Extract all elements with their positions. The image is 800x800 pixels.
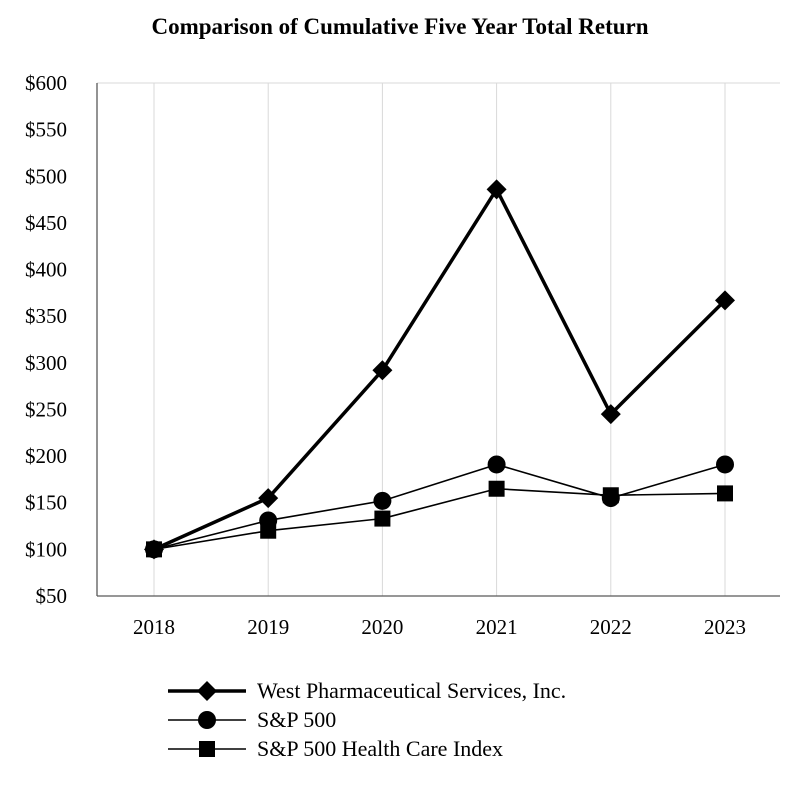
- data-point-diamond: [600, 404, 621, 425]
- series-line: [153, 187, 727, 551]
- y-tick-label: $250: [25, 397, 67, 421]
- x-tick-label: 2023: [704, 615, 746, 639]
- x-tick-label: 2022: [590, 615, 632, 639]
- data-point-circle: [716, 455, 734, 474]
- legend-marker-circle: [198, 711, 216, 729]
- y-tick-label: $150: [25, 491, 67, 515]
- series-0: [144, 179, 735, 560]
- data-point-square: [602, 487, 619, 504]
- series-2: [146, 480, 733, 558]
- series-line: [153, 463, 726, 551]
- y-tick-label: $50: [36, 584, 68, 608]
- legend-item-0: West Pharmaceutical Services, Inc.: [168, 678, 566, 703]
- series-line: [153, 487, 726, 551]
- legend-label: West Pharmaceutical Services, Inc.: [257, 678, 566, 703]
- data-point-diamond: [144, 539, 164, 560]
- legend-marker-square: [199, 741, 215, 757]
- legend-item-1: S&P 500: [168, 707, 336, 732]
- y-tick-label: $300: [25, 351, 67, 375]
- y-tick-label: $600: [25, 71, 67, 95]
- y-tick-label: $350: [25, 304, 67, 328]
- data-point-circle: [373, 491, 392, 510]
- data-point-diamond: [258, 488, 279, 509]
- x-tick-label: 2020: [361, 615, 403, 639]
- legend-label: S&P 500: [257, 707, 336, 732]
- y-tick-label: $400: [25, 258, 67, 282]
- x-tick-label: 2021: [476, 615, 518, 639]
- data-point-circle: [487, 455, 506, 474]
- x-tick-label: 2018: [133, 615, 175, 639]
- x-tick-label: 2019: [247, 615, 289, 639]
- legend-label: S&P 500 Health Care Index: [257, 736, 503, 761]
- y-tick-label: $200: [25, 444, 67, 468]
- y-tick-label: $450: [25, 211, 67, 235]
- y-tick-label: $500: [25, 164, 67, 188]
- y-tick-label: $100: [25, 537, 67, 561]
- y-tick-label: $550: [25, 118, 67, 142]
- series-1: [145, 455, 734, 559]
- legend-marker-diamond: [197, 681, 217, 701]
- data-point-diamond: [372, 360, 393, 381]
- chart-title: Comparison of Cumulative Five Year Total…: [151, 14, 649, 39]
- data-point-square: [717, 485, 733, 502]
- data-point-square: [260, 522, 277, 539]
- legend-item-2: S&P 500 Health Care Index: [168, 736, 503, 761]
- data-point-diamond: [486, 179, 507, 200]
- data-point-diamond: [715, 290, 735, 311]
- data-point-square: [374, 510, 391, 527]
- data-point-square: [488, 480, 505, 497]
